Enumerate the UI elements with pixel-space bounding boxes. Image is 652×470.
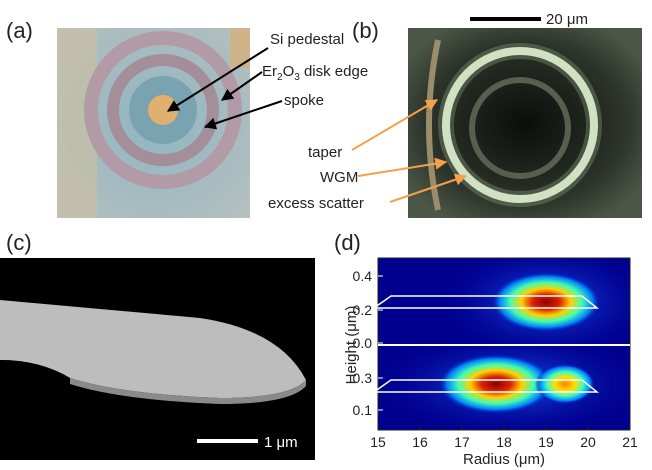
y-tick-label: 0.4	[353, 268, 373, 284]
figure: (a) Si pedestal Er2O3 disk edge spoke (b…	[0, 0, 652, 470]
annotation: WGM	[320, 169, 358, 186]
annotation: excess scatter	[268, 195, 364, 212]
y-tick-label: 0.0	[353, 335, 373, 351]
y-tick-label: 0.3	[353, 370, 373, 386]
scale-bar-label: 1 μm	[264, 434, 298, 451]
x-tick-label: 18	[496, 434, 512, 450]
panel-label: (a)	[6, 18, 33, 43]
panel-label: (d)	[334, 230, 361, 255]
panel-a: (a) Si pedestal Er2O3 disk edge spoke	[6, 18, 368, 218]
annotation: taper	[308, 144, 342, 161]
x-tick-label: 16	[412, 434, 428, 450]
x-tick-label: 17	[454, 434, 470, 450]
y-tick-label: 0.2	[353, 302, 373, 318]
x-tick-label: 15	[370, 434, 386, 450]
y-tick-label: 0.1	[353, 402, 373, 418]
x-tick-label: 21	[622, 434, 638, 450]
x-tick-label: 20	[580, 434, 596, 450]
x-axis-label: Radius (μm)	[463, 451, 545, 468]
panel-label: (c)	[6, 230, 32, 255]
annotation: spoke	[284, 92, 324, 109]
scale-bar-label: 20 μm	[546, 11, 588, 28]
panel-label: (b)	[352, 18, 379, 43]
annotation: Er2O3 disk edge	[262, 63, 368, 83]
x-tick-label: 19	[538, 434, 554, 450]
annotation: Si pedestal	[270, 31, 344, 48]
panel-c: (c) 1 μm	[0, 230, 315, 460]
